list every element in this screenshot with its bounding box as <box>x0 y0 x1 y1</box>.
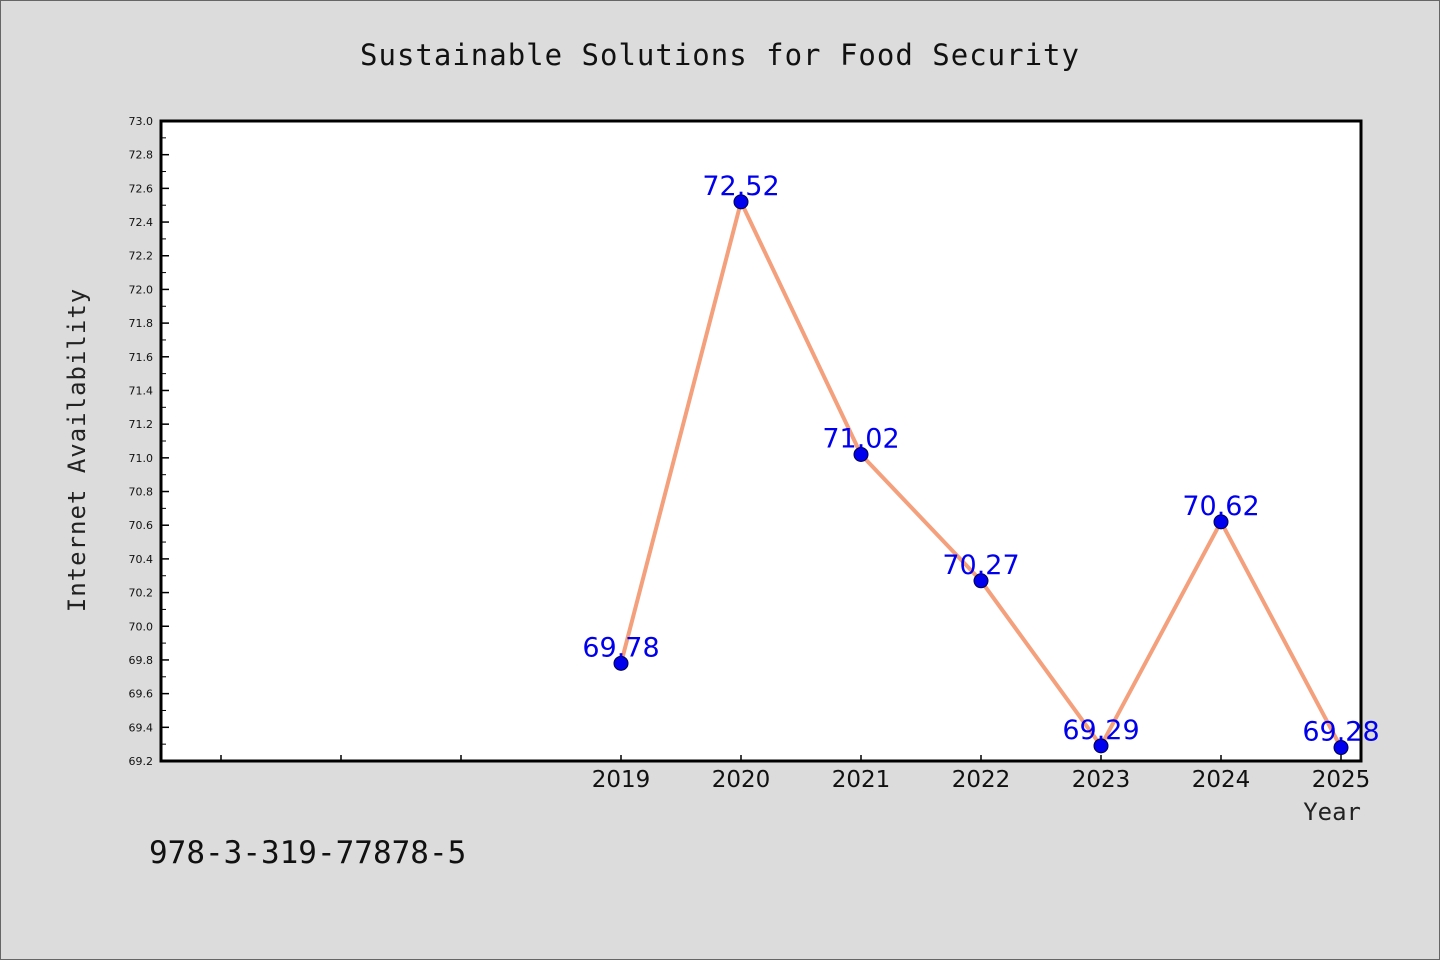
y-axis-title: Internet Availability <box>63 288 91 612</box>
data-point <box>613 655 629 671</box>
isbn-text: 978-3-319-77878-5 <box>149 835 467 871</box>
y-tick-label: 73.0 <box>129 115 154 128</box>
x-tick-label: 2023 <box>1072 767 1131 793</box>
y-tick-label: 71.4 <box>129 384 154 397</box>
x-tick-label: 2021 <box>832 767 891 793</box>
x-tick-label: 2019 <box>592 767 651 793</box>
data-point <box>1333 740 1349 756</box>
data-label: 70.27 <box>942 550 1019 581</box>
y-tick-label: 69.6 <box>129 688 154 701</box>
y-tick-label: 69.4 <box>129 721 154 734</box>
chart-title: Sustainable Solutions for Food Security <box>360 38 1080 72</box>
data-point <box>1213 514 1229 530</box>
y-tick-label: 71.6 <box>129 351 154 364</box>
x-tick-label: 2024 <box>1192 767 1251 793</box>
series-layer: 69.78 72.52 71.02 70.27 69.29 70.62 69.28 <box>582 171 1380 756</box>
y-tick-label: 72.4 <box>129 216 154 229</box>
y-tick-label: 72.6 <box>129 182 154 195</box>
y-tick-label: 71.8 <box>129 317 154 330</box>
data-label: 70.62 <box>1182 491 1259 522</box>
data-point <box>1093 738 1109 754</box>
y-tick-label: 70.2 <box>129 587 154 600</box>
data-point <box>853 446 869 462</box>
y-tick-label: 70.4 <box>129 553 154 566</box>
y-tick-label: 71.0 <box>129 452 154 465</box>
y-tick-label: 71.2 <box>129 418 154 431</box>
y-axis: 69.2 69.4 69.6 69.8 70.0 70.2 70.4 70.6 70.8 71.0… <box>129 115 169 768</box>
y-tick-label: 70.8 <box>129 486 154 499</box>
data-label: 69.78 <box>582 632 659 663</box>
y-tick-label: 72.2 <box>129 250 154 263</box>
x-axis-title: Year <box>1303 798 1361 826</box>
data-point <box>973 573 989 589</box>
data-label: 69.28 <box>1302 717 1379 748</box>
x-tick-label: 2025 <box>1312 767 1371 793</box>
x-axis: 2019 2020 2021 2022 2023 2024 2025 <box>220 755 1371 793</box>
data-label: 69.29 <box>1062 715 1139 746</box>
plot-area <box>159 119 1363 763</box>
data-label: 71.02 <box>822 423 899 454</box>
x-tick-label: 2020 <box>712 767 771 793</box>
x-tick-label: 2022 <box>952 767 1011 793</box>
y-tick-label: 72.0 <box>129 283 154 296</box>
y-tick-label: 69.8 <box>129 654 154 667</box>
y-tick-label: 70.0 <box>129 620 154 633</box>
y-tick-label: 70.6 <box>129 519 154 532</box>
data-point <box>733 194 749 210</box>
data-label: 72.52 <box>702 171 779 202</box>
y-tick-label: 69.2 <box>129 755 154 768</box>
y-tick-label: 72.8 <box>129 149 154 162</box>
